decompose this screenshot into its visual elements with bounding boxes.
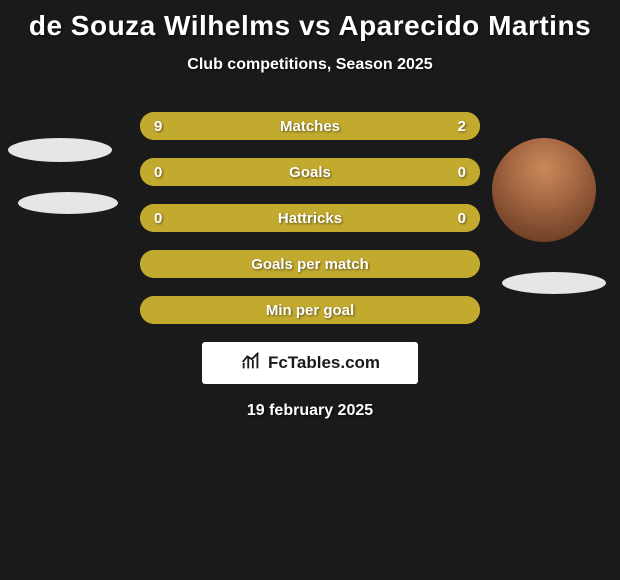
stat-label: Goals per match <box>140 256 480 273</box>
bar-chart-icon <box>240 350 262 377</box>
player-right-avatar <box>492 138 596 242</box>
stat-row: 00Goals <box>140 158 480 186</box>
subtitle: Club competitions, Season 2025 <box>0 56 620 74</box>
date-label: 19 february 2025 <box>0 402 620 420</box>
player-right-avatar-shadow <box>502 272 606 294</box>
source-logo: FcTables.com <box>202 342 418 384</box>
stat-label: Min per goal <box>140 302 480 319</box>
stat-row: 92Matches <box>140 112 480 140</box>
stat-rows: 92Matches 00Goals 00Hattricks Goals per mat… <box>140 112 480 324</box>
comparison-panel: 92Matches 00Goals 00Hattricks Goals per mat… <box>0 112 620 420</box>
stat-label: Goals <box>140 164 480 181</box>
stat-row: Goals per match <box>140 250 480 278</box>
stat-row: Min per goal <box>140 296 480 324</box>
stat-label: Matches <box>140 118 480 135</box>
player-left-avatar <box>8 138 112 162</box>
stat-label: Hattricks <box>140 210 480 227</box>
page-title: de Souza Wilhelms vs Aparecido Martins <box>0 0 620 42</box>
player-left-avatar-shadow <box>18 192 118 214</box>
source-logo-text: FcTables.com <box>268 353 380 373</box>
stat-row: 00Hattricks <box>140 204 480 232</box>
